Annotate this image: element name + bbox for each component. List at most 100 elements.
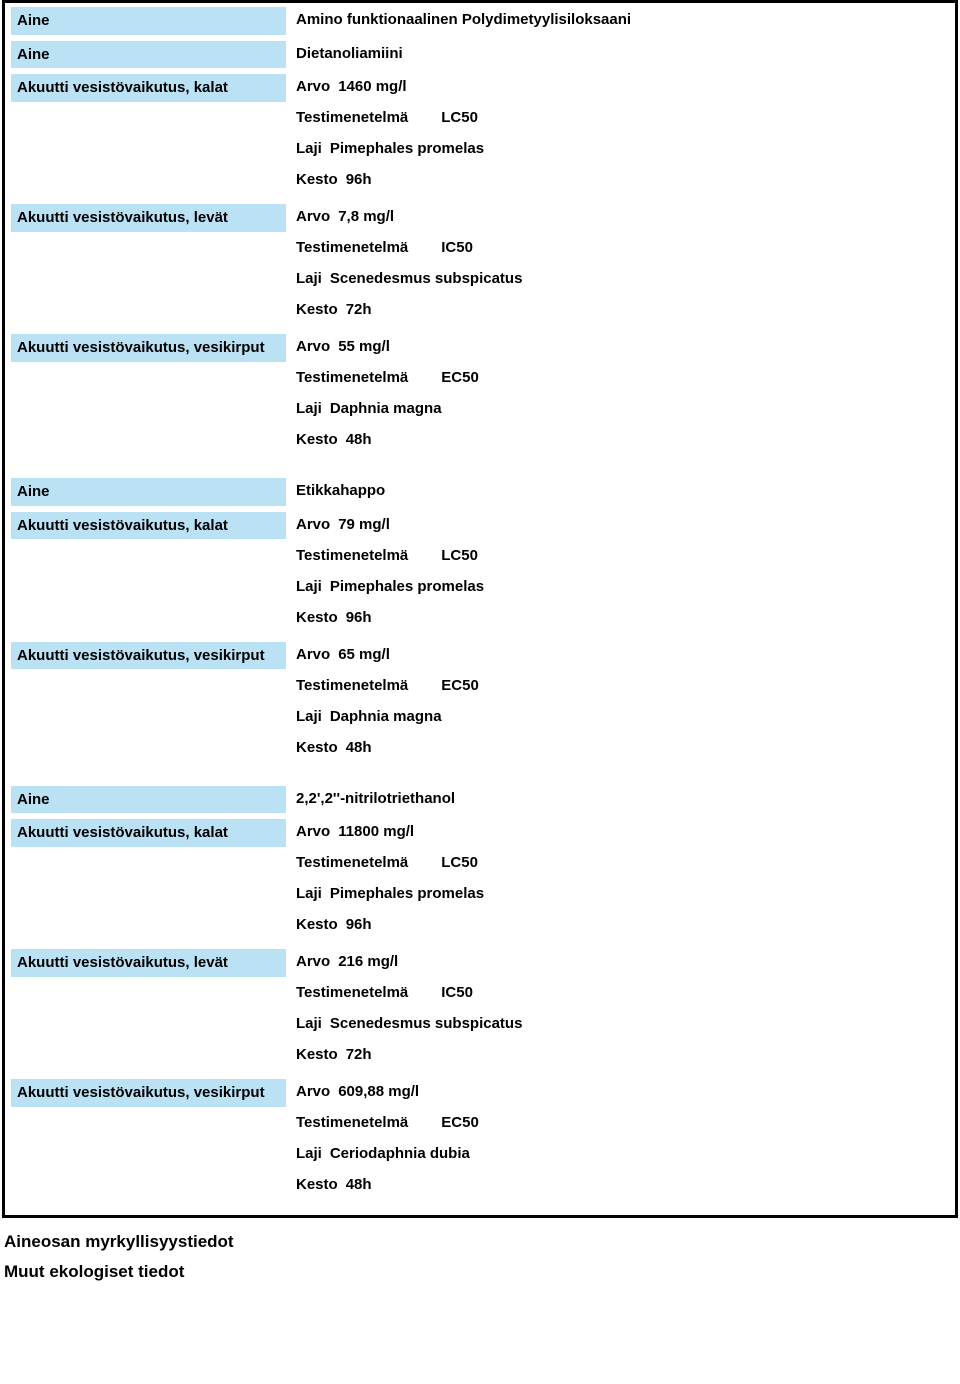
kv-key: Laji	[296, 400, 322, 417]
kv-value: Pimephales promelas	[330, 140, 484, 157]
test-row: Akuutti vesistövaikutus, vesikirputArvo5…	[11, 334, 949, 458]
kv-row: Arvo 79 mg/l	[296, 512, 949, 543]
test-row: Akuutti vesistövaikutus, levät Arvo 216 mg…	[11, 949, 949, 1073]
label-algae: Akuutti vesistövaikutus, levät	[11, 949, 286, 977]
kv-row: Testimenetelmä IC50	[296, 235, 949, 266]
label-fish: Akuutti vesistövaikutus, kalat	[11, 819, 286, 847]
kv-value: Pimephales promelas	[330, 578, 484, 595]
footer-line-2: Muut ekologiset tiedot	[0, 1256, 960, 1286]
kv-key: Laji	[296, 885, 322, 902]
kv-value: EC50	[441, 1114, 479, 1131]
kv-key: Kesto	[296, 916, 338, 933]
kv-value: LC50	[441, 109, 478, 126]
kv-value: Pimephales promelas	[330, 885, 484, 902]
data-container: Aine Amino funktionaalinen Polydimetyylis…	[2, 0, 958, 1218]
kv-value: Daphnia magna	[330, 400, 442, 417]
kv-value: LC50	[441, 547, 478, 564]
kv-key: Laji	[296, 708, 322, 725]
kv-value: 11800 mg/l	[338, 823, 414, 840]
kv-value: 1460 mg/l	[338, 78, 406, 95]
kv-value: 65 mg/l	[338, 646, 390, 663]
kv-key: Testimenetelmä	[296, 1114, 408, 1131]
kv-value: 216 mg/l	[338, 953, 398, 970]
label-daphnia: Akuutti vesistövaikutus, vesikirput	[11, 334, 286, 362]
kv-row: Testimenetelmä LC50	[296, 543, 949, 574]
kv-key: Laji	[296, 1145, 322, 1162]
substance-name: 2,2',2''-nitrilotriethanol	[296, 786, 949, 813]
kv-key: Laji	[296, 270, 322, 287]
kv-row: Arvo 11800 mg/l	[296, 819, 949, 850]
kv-row: Testimenetelmä IC50	[296, 980, 949, 1011]
kv-value: 55 mg/l	[338, 338, 390, 355]
kv-key: Testimenetelmä	[296, 547, 408, 564]
kv-row: Kesto 96h	[296, 912, 949, 943]
kv-value: LC50	[441, 854, 478, 871]
kv-key: Testimenetelmä	[296, 239, 408, 256]
kv-key: Arvo	[296, 823, 330, 840]
kv-value: IC50	[441, 239, 473, 256]
kv-key: Arvo	[296, 1083, 330, 1100]
kv-value: 72h	[346, 1046, 372, 1063]
kv-value: IC50	[441, 984, 473, 1001]
kv-row: Kesto48h	[296, 427, 949, 458]
kv-key: Kesto	[296, 171, 338, 188]
kv-value: 7,8 mg/l	[338, 208, 394, 225]
kv-value: 79 mg/l	[338, 516, 390, 533]
kv-row: Arvo 216 mg/l	[296, 949, 949, 980]
footer-line-1: Aineosan myrkyllisyystiedot	[0, 1226, 960, 1256]
label-aine: Aine	[11, 786, 286, 814]
kv-row: Arvo 609,88 mg/l	[296, 1079, 949, 1110]
kv-key: Arvo	[296, 208, 330, 225]
kv-row: Laji Ceriodaphnia dubia	[296, 1141, 949, 1172]
kv-row: LajiScenedesmus subspicatus	[296, 1011, 949, 1042]
kv-row: Kesto 96h	[296, 167, 949, 198]
kv-value: Ceriodaphnia dubia	[330, 1145, 470, 1162]
kv-row: Laji Pimephales promelas	[296, 881, 949, 912]
label-daphnia: Akuutti vesistövaikutus, vesikirput	[11, 642, 286, 670]
substance-name: Etikkahappo	[296, 478, 949, 505]
kv-row: Arvo 7,8 mg/l	[296, 204, 949, 235]
kv-value: EC50	[441, 369, 479, 386]
kv-key: Kesto	[296, 739, 338, 756]
kv-value: 609,88 mg/l	[338, 1083, 419, 1100]
substance-name: Amino funktionaalinen Polydimetyylisilok…	[296, 7, 949, 34]
kv-row: Kesto96h	[296, 605, 949, 636]
kv-key: Laji	[296, 140, 322, 157]
label-aine: Aine	[11, 7, 286, 35]
kv-row: Kesto 48h	[296, 735, 949, 766]
kv-value: Daphnia magna	[330, 708, 442, 725]
kv-value: 96h	[346, 916, 372, 933]
kv-key: Arvo	[296, 953, 330, 970]
label-aine: Aine	[11, 478, 286, 506]
kv-row: Testimenetelmä EC50	[296, 365, 949, 396]
test-row: Akuutti vesistövaikutus, kalatArvo1460 m…	[11, 74, 949, 198]
kv-row: Arvo65 mg/l	[296, 642, 949, 673]
test-row: Akuutti vesistövaikutus, vesikirput Arvo6…	[11, 642, 949, 766]
kv-key: Testimenetelmä	[296, 369, 408, 386]
kv-value: 48h	[346, 739, 372, 756]
test-row: Akuutti vesistövaikutus, kalat Arvo 79 mg/…	[11, 512, 949, 636]
kv-key: Testimenetelmä	[296, 984, 408, 1001]
kv-key: Laji	[296, 1015, 322, 1032]
label-fish: Akuutti vesistövaikutus, kalat	[11, 512, 286, 540]
kv-row: Laji Pimephales promelas	[296, 136, 949, 167]
kv-key: Kesto	[296, 609, 338, 626]
kv-key: Testimenetelmä	[296, 854, 408, 871]
kv-key: Kesto	[296, 1046, 338, 1063]
kv-value: 48h	[346, 1176, 372, 1193]
test-row: Akuutti vesistövaikutus, kalat Arvo 11800 …	[11, 819, 949, 943]
substance-header-row: Aine Amino funktionaalinen Polydimetyylis…	[11, 7, 949, 35]
test-row: Akuutti vesistövaikutus, levät Arvo 7,8 mg…	[11, 204, 949, 328]
kv-value: 48h	[346, 431, 372, 448]
kv-row: Arvo1460 mg/l	[296, 74, 949, 105]
kv-row: TestimenetelmäLC50	[296, 105, 949, 136]
kv-row: Kesto72h	[296, 297, 949, 328]
kv-key: Arvo	[296, 516, 330, 533]
substance-header-row: Aine 2,2',2''-nitrilotriethanol	[11, 786, 949, 814]
label-algae: Akuutti vesistövaikutus, levät	[11, 204, 286, 232]
kv-value: 96h	[346, 171, 372, 188]
kv-value: Scenedesmus subspicatus	[330, 270, 523, 287]
kv-key: Kesto	[296, 1176, 338, 1193]
kv-row: Kesto 48h	[296, 1172, 949, 1203]
kv-row: Kesto 72h	[296, 1042, 949, 1073]
